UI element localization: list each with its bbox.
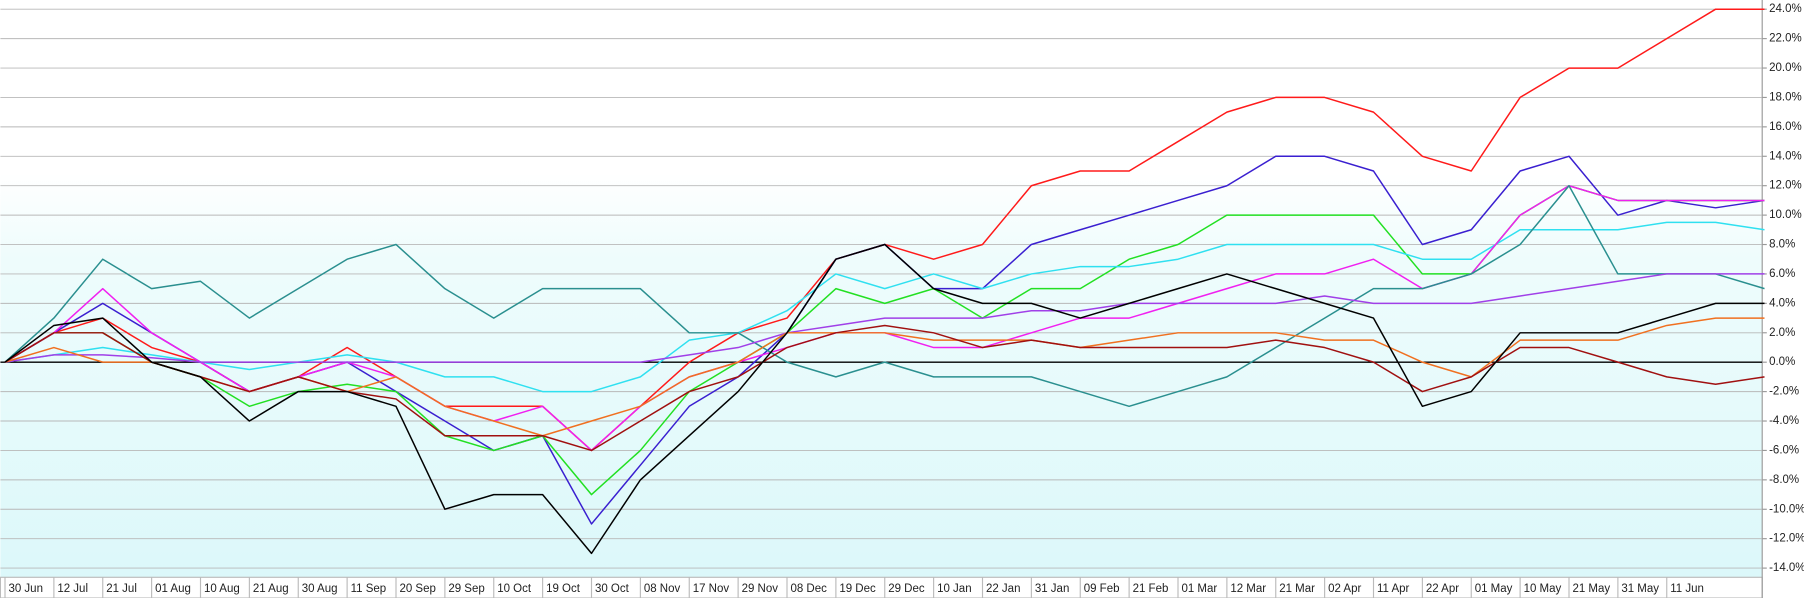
y-tick-label: 0.0% xyxy=(1769,356,1795,368)
y-tick-label: 14.0% xyxy=(1769,150,1802,162)
x-tick-label: 08 Nov xyxy=(644,583,681,595)
y-tick-label: -2.0% xyxy=(1769,386,1799,398)
x-tick-label: 20 Sep xyxy=(399,583,435,595)
y-tick-label: 8.0% xyxy=(1769,239,1795,251)
y-tick-label: 10.0% xyxy=(1769,209,1802,221)
x-tick-label: 10 Aug xyxy=(204,583,240,595)
y-tick-label: 6.0% xyxy=(1769,268,1795,280)
x-tick-label: 12 Jul xyxy=(57,583,88,595)
x-tick-label: 11 Sep xyxy=(351,583,387,595)
x-tick-label: 31 May xyxy=(1621,583,1659,595)
x-tick-label: 19 Dec xyxy=(839,583,876,595)
series-line xyxy=(4,243,1765,555)
x-tick-label: 11 Apr xyxy=(1377,583,1410,595)
y-tick-label: 16.0% xyxy=(1769,121,1802,133)
x-tick-label: 01 Mar xyxy=(1181,583,1217,595)
y-tick-label: 24.0% xyxy=(1769,3,1802,15)
x-tick-label: 10 May xyxy=(1524,583,1562,595)
y-tick-label: 18.0% xyxy=(1769,91,1802,103)
x-tick-label: 21 Mar xyxy=(1279,583,1315,595)
x-tick-label: 08 Dec xyxy=(790,583,827,595)
y-tick-label: -4.0% xyxy=(1769,415,1799,427)
y-tick-label: -8.0% xyxy=(1769,474,1799,486)
series-line xyxy=(4,324,1765,452)
y-tick-label: 20.0% xyxy=(1769,62,1802,74)
x-tick-label: 21 Jul xyxy=(106,583,137,595)
x-tick-label: 10 Jan xyxy=(937,583,972,595)
x-tick-label: 29 Nov xyxy=(742,583,779,595)
y-tick-label: -14.0% xyxy=(1769,562,1804,574)
series-line xyxy=(4,273,1765,363)
x-tick-label: 10 Oct xyxy=(497,583,532,595)
y-tick-label: -12.0% xyxy=(1769,533,1804,545)
x-tick-label: 30 Jun xyxy=(8,583,43,595)
x-tick-label: 22 Apr xyxy=(1426,583,1459,595)
x-tick-label: 30 Aug xyxy=(302,583,338,595)
series-line xyxy=(4,184,1765,408)
x-tick-label: 21 Aug xyxy=(253,583,289,595)
x-tick-label: 12 Mar xyxy=(1230,583,1266,595)
y-tick-label: 2.0% xyxy=(1769,327,1795,339)
x-tick-label: 17 Nov xyxy=(693,583,730,595)
x-tick-label: 22 Jan xyxy=(986,583,1021,595)
y-tick-label: -6.0% xyxy=(1769,444,1799,456)
y-tick-label: -10.0% xyxy=(1769,503,1804,515)
x-tick-label: 09 Feb xyxy=(1084,583,1120,595)
y-tick-label: 22.0% xyxy=(1769,33,1802,45)
x-tick-label: 01 May xyxy=(1475,583,1513,595)
x-tick-label: 21 May xyxy=(1572,583,1610,595)
x-tick-label: 30 Oct xyxy=(595,583,630,595)
plot-background xyxy=(0,0,1763,578)
x-tick-label: 29 Dec xyxy=(888,583,925,595)
x-tick-label: 21 Feb xyxy=(1133,583,1169,595)
x-tick-label: 31 Jan xyxy=(1035,583,1070,595)
y-tick-label: 4.0% xyxy=(1769,297,1795,309)
x-tick-label: 11 Jun xyxy=(1670,583,1704,595)
y-tick-label: 12.0% xyxy=(1769,180,1802,192)
x-tick-label: 02 Apr xyxy=(1328,583,1361,595)
x-tick-label: 29 Sep xyxy=(448,583,484,595)
x-tick-label: 19 Oct xyxy=(546,583,581,595)
x-tick-label: 01 Aug xyxy=(155,583,191,595)
